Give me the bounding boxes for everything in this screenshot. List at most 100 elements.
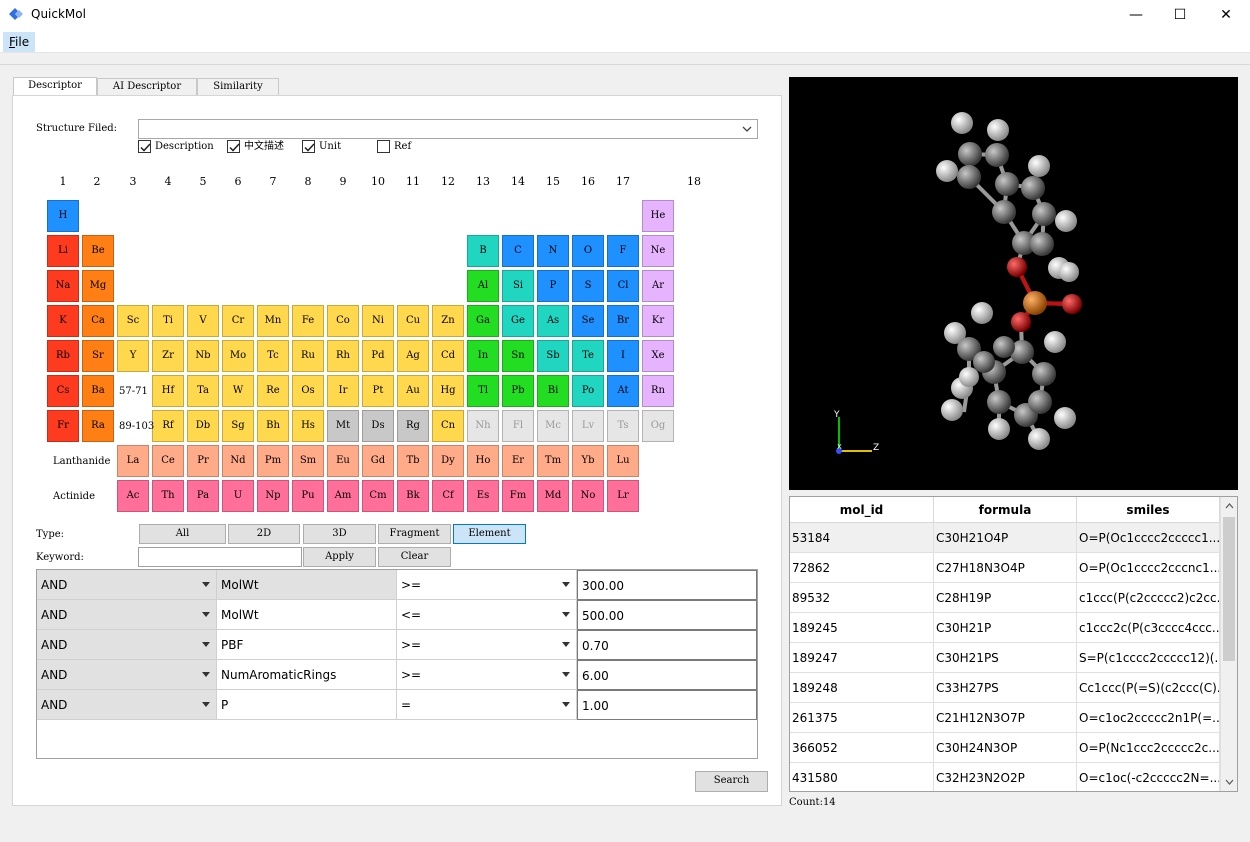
value-input[interactable]: 1.00	[577, 690, 757, 720]
element-cd[interactable]: Cd	[432, 340, 464, 372]
operator-select[interactable]: <=	[397, 600, 577, 630]
element-p[interactable]: P	[537, 270, 569, 302]
keyword-input[interactable]	[138, 547, 302, 567]
table-row[interactable]: 189247 C30H21PS S=P(c1cccc2ccccc12)(...	[790, 643, 1220, 673]
table-row[interactable]: 72862 C27H18N3O4P O=P(Oc1cccc2cccnc1...	[790, 553, 1220, 583]
element-ts[interactable]: Ts	[607, 410, 639, 442]
element-co[interactable]: Co	[327, 305, 359, 337]
element-sg[interactable]: Sg	[222, 410, 254, 442]
tab-descriptor[interactable]: Descriptor	[13, 77, 97, 96]
element-mt[interactable]: Mt	[327, 410, 359, 442]
element-ni[interactable]: Ni	[362, 305, 394, 337]
column-header-formula[interactable]: formula	[934, 497, 1077, 523]
field-cell[interactable]: MolWt	[217, 570, 397, 600]
element-ge[interactable]: Ge	[502, 305, 534, 337]
element-hs[interactable]: Hs	[292, 410, 324, 442]
element-si[interactable]: Si	[502, 270, 534, 302]
logic-select[interactable]: AND	[37, 660, 217, 690]
element-f[interactable]: F	[607, 235, 639, 267]
element-se[interactable]: Se	[572, 305, 604, 337]
value-input[interactable]: 500.00	[577, 600, 757, 630]
logic-select[interactable]: AND	[37, 690, 217, 720]
element-o[interactable]: O	[572, 235, 604, 267]
element-br[interactable]: Br	[607, 305, 639, 337]
clear-button[interactable]: Clear	[378, 547, 451, 567]
logic-select[interactable]: AND	[37, 600, 217, 630]
field-cell[interactable]: MolWt	[217, 600, 397, 630]
table-row[interactable]: 53184 C30H21O4P O=P(Oc1cccc2ccccc1...	[790, 523, 1220, 553]
element-as[interactable]: As	[537, 305, 569, 337]
element-ca[interactable]: Ca	[82, 305, 114, 337]
element-eu[interactable]: Eu	[327, 445, 359, 477]
element-db[interactable]: Db	[187, 410, 219, 442]
element-sm[interactable]: Sm	[292, 445, 324, 477]
element-nd[interactable]: Nd	[222, 445, 254, 477]
element-k[interactable]: K	[47, 305, 79, 337]
element-h[interactable]: H	[47, 200, 79, 232]
element-pa[interactable]: Pa	[187, 480, 219, 512]
element-in[interactable]: In	[467, 340, 499, 372]
element-fm[interactable]: Fm	[502, 480, 534, 512]
element-th[interactable]: Th	[152, 480, 184, 512]
table-row[interactable]: 189245 C30H21P c1ccc2c(P(c3cccc4ccc...	[790, 613, 1220, 643]
element-he[interactable]: He	[642, 200, 674, 232]
element-bh[interactable]: Bh	[257, 410, 289, 442]
element-ir[interactable]: Ir	[327, 375, 359, 407]
element-ta[interactable]: Ta	[187, 375, 219, 407]
element-be[interactable]: Be	[82, 235, 114, 267]
element-na[interactable]: Na	[47, 270, 79, 302]
element-ce[interactable]: Ce	[152, 445, 184, 477]
element-tl[interactable]: Tl	[467, 375, 499, 407]
table-row[interactable]: 366052 C30H24N3OP O=P(Nc1ccc2ccccc2c...	[790, 733, 1220, 763]
element-fl[interactable]: Fl	[502, 410, 534, 442]
table-row[interactable]: 431580 C32H23N2O2P O=c1oc(-c2ccccc2N=...	[790, 763, 1220, 791]
element-pu[interactable]: Pu	[292, 480, 324, 512]
element-os[interactable]: Os	[292, 375, 324, 407]
element-nh[interactable]: Nh	[467, 410, 499, 442]
element-lv[interactable]: Lv	[572, 410, 604, 442]
element-cf[interactable]: Cf	[432, 480, 464, 512]
type-all-button[interactable]: All	[139, 524, 226, 544]
element-kr[interactable]: Kr	[642, 305, 674, 337]
element-cs[interactable]: Cs	[47, 375, 79, 407]
structure-field-combo[interactable]	[138, 119, 758, 139]
minimize-button[interactable]: —	[1129, 7, 1143, 23]
element-hf[interactable]: Hf	[152, 375, 184, 407]
value-input[interactable]: 0.70	[577, 630, 757, 660]
element-ra[interactable]: Ra	[82, 410, 114, 442]
element-ru[interactable]: Ru	[292, 340, 324, 372]
element-te[interactable]: Te	[572, 340, 604, 372]
element-gd[interactable]: Gd	[362, 445, 394, 477]
element-pb[interactable]: Pb	[502, 375, 534, 407]
menu-file[interactable]: File	[3, 32, 36, 52]
type-fragment-button[interactable]: Fragment	[378, 524, 451, 544]
logic-select[interactable]: AND	[37, 630, 217, 660]
element-no[interactable]: No	[572, 480, 604, 512]
close-button[interactable]: ✕	[1220, 7, 1232, 23]
element-ac[interactable]: Ac	[117, 480, 149, 512]
element-pm[interactable]: Pm	[257, 445, 289, 477]
element-ag[interactable]: Ag	[397, 340, 429, 372]
element-ho[interactable]: Ho	[467, 445, 499, 477]
element-nb[interactable]: Nb	[187, 340, 219, 372]
element-rb[interactable]: Rb	[47, 340, 79, 372]
element-yb[interactable]: Yb	[572, 445, 604, 477]
element-ne[interactable]: Ne	[642, 235, 674, 267]
element-y[interactable]: Y	[117, 340, 149, 372]
value-input[interactable]: 300.00	[577, 570, 757, 600]
element-al[interactable]: Al	[467, 270, 499, 302]
element-lu[interactable]: Lu	[607, 445, 639, 477]
element-i[interactable]: I	[607, 340, 639, 372]
table-row[interactable]: 261375 C21H12N3O7P O=c1oc2ccccc2n1P(=...	[790, 703, 1220, 733]
element-ti[interactable]: Ti	[152, 305, 184, 337]
element-b[interactable]: B	[467, 235, 499, 267]
element-rg[interactable]: Rg	[397, 410, 429, 442]
element-hg[interactable]: Hg	[432, 375, 464, 407]
type-element-button[interactable]: Element	[453, 524, 526, 544]
field-cell[interactable]: P	[217, 690, 397, 720]
type-2d-button[interactable]: 2D	[228, 524, 300, 544]
element-ar[interactable]: Ar	[642, 270, 674, 302]
element-n[interactable]: N	[537, 235, 569, 267]
operator-select[interactable]: =	[397, 690, 577, 720]
element-rf[interactable]: Rf	[152, 410, 184, 442]
